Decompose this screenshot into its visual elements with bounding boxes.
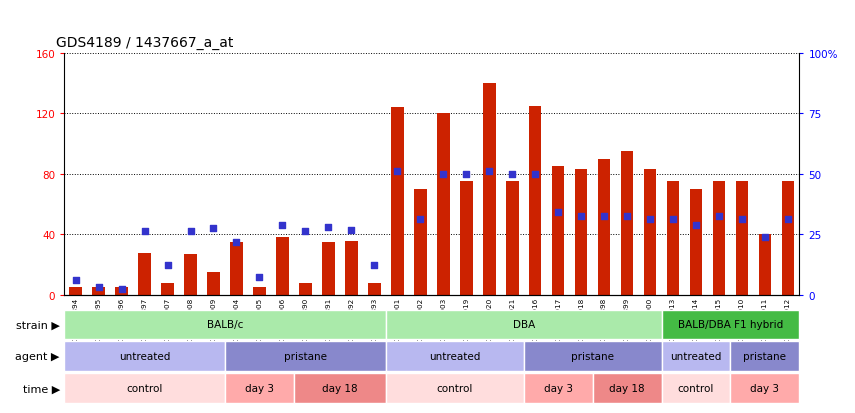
Point — [68, 277, 82, 283]
Text: GDS4189 / 1437667_a_at: GDS4189 / 1437667_a_at — [56, 36, 233, 50]
Point — [712, 214, 726, 220]
Bar — [551, 167, 564, 295]
Text: untreated: untreated — [119, 351, 170, 361]
Bar — [483, 84, 496, 295]
Point — [298, 228, 312, 235]
Point — [575, 214, 588, 220]
Point — [551, 209, 565, 216]
Bar — [575, 170, 587, 295]
Point — [781, 216, 795, 223]
Bar — [598, 159, 610, 295]
Point — [689, 223, 703, 229]
Text: day 3: day 3 — [544, 383, 573, 393]
Bar — [644, 170, 657, 295]
Bar — [345, 241, 357, 295]
Text: untreated: untreated — [670, 351, 722, 361]
Point — [184, 228, 198, 235]
Text: day 18: day 18 — [322, 383, 357, 393]
Text: agent ▶: agent ▶ — [15, 351, 60, 361]
Point — [758, 235, 772, 241]
Bar — [529, 107, 541, 295]
Bar — [322, 242, 334, 295]
Text: pristane: pristane — [571, 351, 614, 361]
Point — [368, 262, 381, 268]
Text: control: control — [678, 383, 714, 393]
Point — [230, 239, 244, 246]
Bar — [162, 283, 174, 295]
Point — [138, 228, 151, 235]
Text: DBA: DBA — [512, 320, 535, 330]
Bar — [115, 288, 128, 295]
Point — [207, 225, 221, 232]
Point — [414, 216, 428, 223]
Point — [666, 216, 680, 223]
Point — [91, 285, 105, 291]
Point — [735, 216, 749, 223]
Point — [252, 274, 266, 280]
Point — [161, 262, 174, 268]
Point — [643, 216, 657, 223]
Bar — [414, 190, 427, 295]
Bar — [276, 238, 289, 295]
Text: untreated: untreated — [429, 351, 481, 361]
Bar — [230, 242, 243, 295]
Point — [115, 286, 128, 292]
Bar — [92, 288, 105, 295]
Bar — [184, 254, 197, 295]
Point — [505, 171, 519, 178]
Bar — [69, 288, 82, 295]
Bar — [139, 253, 150, 295]
Point — [459, 171, 473, 178]
Point — [528, 171, 542, 178]
Text: time ▶: time ▶ — [22, 383, 60, 393]
Point — [620, 214, 634, 220]
Bar — [460, 182, 473, 295]
Text: strain ▶: strain ▶ — [16, 320, 60, 330]
Bar — [690, 190, 702, 295]
Text: day 18: day 18 — [610, 383, 645, 393]
Bar — [368, 283, 380, 295]
Bar — [735, 182, 748, 295]
Bar — [758, 235, 771, 295]
Bar — [253, 288, 266, 295]
Bar — [437, 114, 450, 295]
Text: day 3: day 3 — [751, 383, 780, 393]
Text: BALB/c: BALB/c — [207, 320, 243, 330]
Point — [482, 168, 496, 175]
Point — [345, 227, 358, 234]
Text: pristane: pristane — [284, 351, 327, 361]
Point — [598, 214, 611, 220]
Bar — [621, 152, 634, 295]
Text: day 3: day 3 — [245, 383, 274, 393]
Bar — [207, 273, 220, 295]
Bar — [299, 283, 312, 295]
Bar — [713, 182, 725, 295]
Text: BALB/DBA F1 hybrid: BALB/DBA F1 hybrid — [678, 320, 783, 330]
Bar — [391, 108, 404, 295]
Point — [321, 224, 335, 230]
Bar — [781, 182, 794, 295]
Bar — [506, 182, 518, 295]
Text: control: control — [437, 383, 473, 393]
Point — [391, 168, 404, 175]
Text: control: control — [127, 383, 162, 393]
Point — [275, 223, 289, 229]
Point — [436, 171, 450, 178]
Text: pristane: pristane — [744, 351, 787, 361]
Bar — [667, 182, 680, 295]
